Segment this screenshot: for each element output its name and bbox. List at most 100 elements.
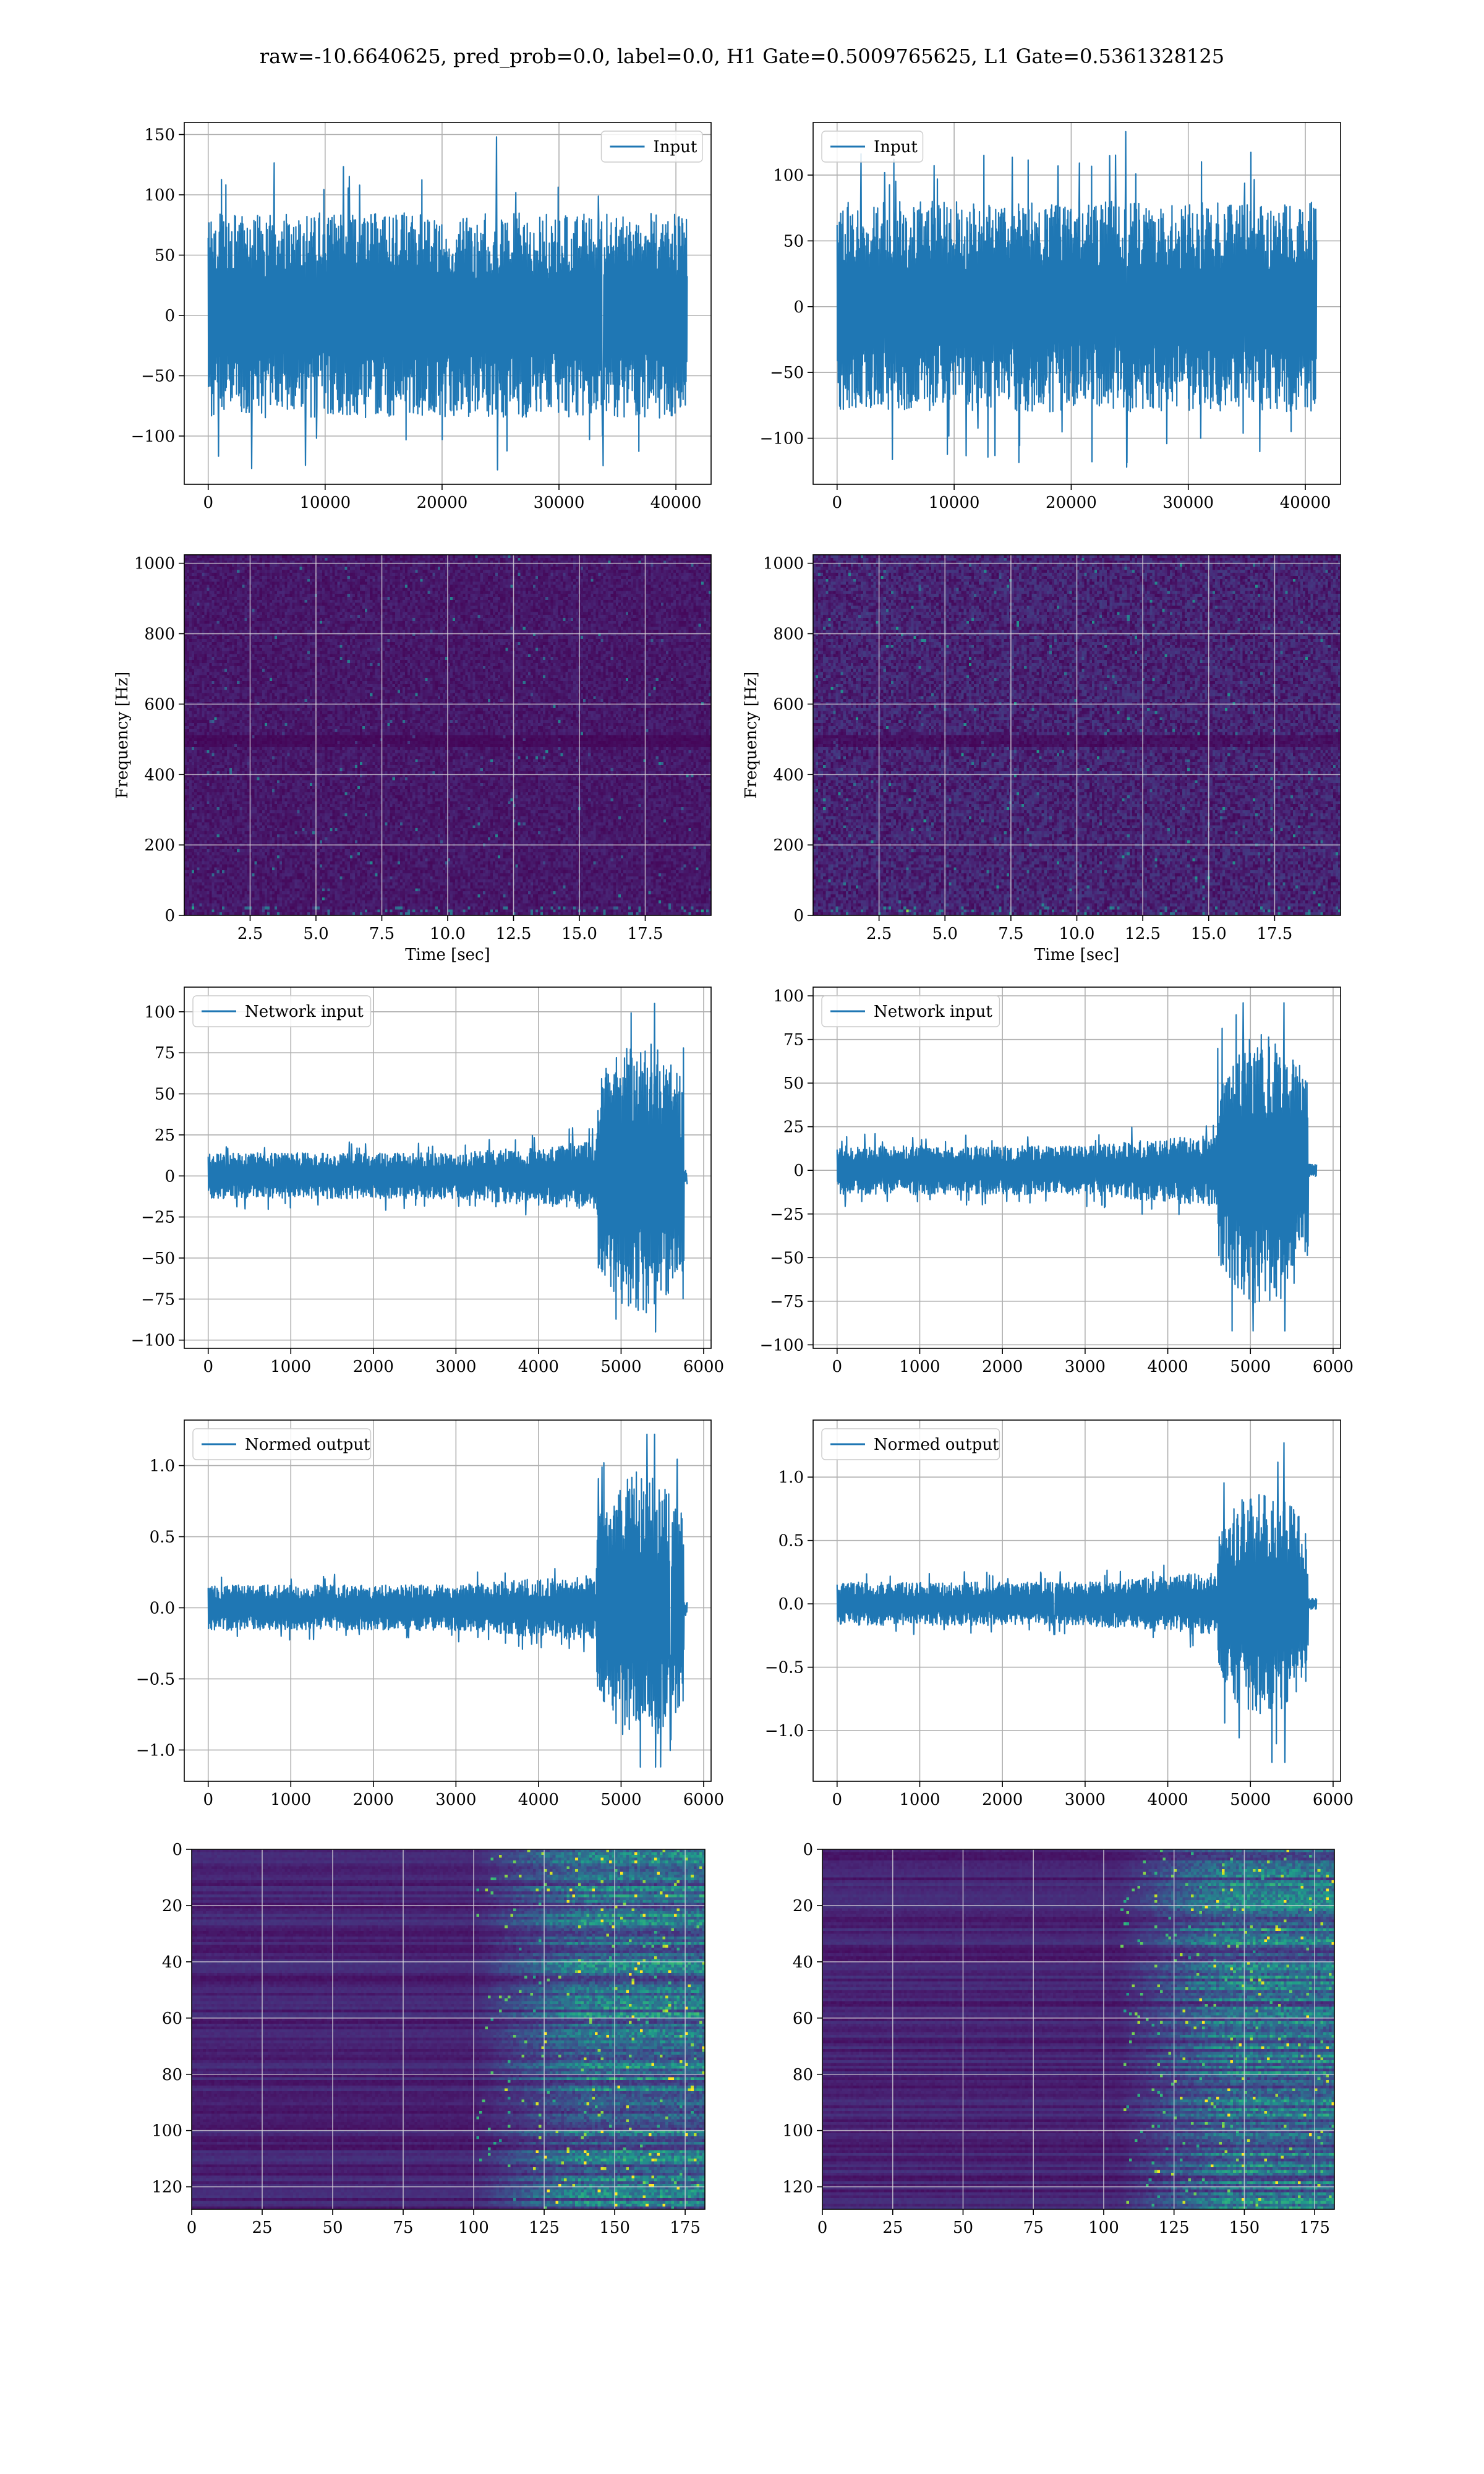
l1-normed-output-ytick-label-3: 0.5 (778, 1532, 804, 1551)
l1-network-input-xtick-label-2: 2000 (982, 1358, 1023, 1376)
l1-feature-map-xtick-label-2: 50 (953, 2219, 973, 2237)
h1-input-xtick-label-0: 0 (203, 494, 213, 512)
l1-spectrogram-xtick-label-0: 2.5 (866, 925, 892, 943)
h1-spectrogram-ytick-label-5: 1000 (134, 555, 175, 573)
h1-normed-output-xtick-label-3: 3000 (435, 1791, 476, 1809)
l1-input-ytick-label-0: −100 (760, 430, 804, 448)
l1-feature-map-ytick-label-2: 40 (793, 1953, 813, 1972)
l1-network-input-ytick-label-2: −50 (770, 1249, 804, 1267)
l1-network-input-xtick-label-5: 5000 (1230, 1358, 1271, 1376)
l1-normed-output-legend: Normed output (821, 1428, 1000, 1460)
h1-network-input-ytick-label-6: 50 (155, 1085, 175, 1104)
h1-feature-map-panel: 0 25 50 75 100 125 150 175 0 20 40 60 80 100 120 (151, 1841, 706, 2237)
h1-normed-output-ytick-label-0: −1.0 (136, 1741, 175, 1760)
l1-feature-map-ytick-label-5: 100 (782, 2122, 813, 2141)
h1-network-input-ytick-label-5: 25 (155, 1126, 175, 1145)
l1-input-legend-label: Input (874, 138, 918, 156)
h1-normed-output-legend: Normed output (192, 1428, 372, 1460)
h1-normed-output-ytick-label-3: 0.5 (150, 1528, 175, 1547)
h1-spectrogram-frame (184, 554, 712, 916)
l1-input-ytick-label-2: 0 (793, 298, 804, 317)
l1-network-input-ytick-label-0: −100 (760, 1336, 804, 1355)
l1-normed-output-ytick-label-2: 0.0 (778, 1595, 804, 1614)
l1-feature-map-ytick-label-4: 80 (793, 2066, 813, 2084)
h1-feature-map-ytick-label-4: 80 (162, 2066, 182, 2084)
h1-normed-output-xtick-label-0: 0 (203, 1791, 213, 1809)
l1-feature-map-frame (822, 1849, 1335, 2210)
l1-normed-output-xtick-label-6: 6000 (1313, 1791, 1354, 1809)
h1-spectrogram-ytick-label-0: 0 (164, 907, 175, 925)
l1-spectrogram-xlabel: Time [sec] (1034, 946, 1120, 964)
l1-normed-output-ytick-label-0: −1.0 (765, 1722, 804, 1740)
l1-feature-map-xtick-label-1: 25 (882, 2219, 903, 2237)
h1-spectrogram-xtick-label-6: 17.5 (628, 925, 663, 943)
h1-normed-output-legend-label: Normed output (245, 1436, 370, 1454)
l1-feature-map-xtick-label-5: 125 (1159, 2219, 1190, 2237)
h1-network-input-ytick-label-2: −50 (141, 1249, 175, 1268)
l1-normed-output-legend-box (821, 1428, 1000, 1460)
l1-input-ytick-label-4: 100 (773, 166, 804, 185)
h1-feature-map-heatmap-image (192, 1849, 705, 2209)
h1-network-input-ytick-label-7: 75 (155, 1044, 175, 1063)
h1-input-xtick-label-3: 30000 (534, 494, 585, 512)
l1-spectrogram-panel: 2.5 5.0 7.5 10.0 12.5 15.0 17.5 0 200 400 600 800 10… (742, 554, 1341, 964)
h1-normed-output-frame (184, 1419, 712, 1782)
h1-normed-output-legend-box (192, 1428, 372, 1460)
h1-spectrogram-xtick-label-2: 7.5 (369, 925, 394, 943)
h1-feature-map-xtick-label-3: 75 (393, 2219, 413, 2237)
l1-input-legend: Input (821, 131, 924, 163)
l1-spectrogram-ytick-label-5: 1000 (763, 555, 804, 573)
h1-normed-output-ytick-label-4: 1.0 (150, 1457, 175, 1476)
h1-spectrogram-xtick-label-5: 15.0 (561, 925, 597, 943)
h1-spectrogram-grid (184, 555, 711, 916)
l1-input-ytick-label-1: −50 (770, 364, 804, 382)
l1-feature-map-xtick-label-0: 0 (817, 2219, 828, 2237)
h1-normed-output-xtick-label-5: 5000 (600, 1791, 641, 1809)
h1-network-input-xtick-label-0: 0 (203, 1358, 213, 1376)
h1-input-series-line (207, 136, 688, 471)
l1-normed-output-ytick-label-4: 1.0 (778, 1468, 804, 1487)
h1-network-input-xtick-label-2: 2000 (353, 1358, 394, 1376)
h1-feature-map-ytick-label-5: 100 (151, 2122, 182, 2141)
l1-spectrogram-xtick-label-4: 12.5 (1125, 925, 1161, 943)
h1-network-input-legend: Network input (192, 995, 372, 1027)
l1-input-xtick-label-2: 20000 (1046, 494, 1097, 512)
l1-feature-map-xtick-label-6: 150 (1229, 2219, 1260, 2237)
l1-spectrogram-ylabel: Frequency [Hz] (742, 672, 761, 799)
l1-normed-output-legend-label: Normed output (874, 1436, 999, 1454)
h1-network-input-xtick-label-5: 5000 (600, 1358, 641, 1376)
l1-network-input-xtick-label-4: 4000 (1147, 1358, 1188, 1376)
h1-normed-output-ytick-label-1: −0.5 (136, 1670, 175, 1689)
h1-feature-map-ytick-label-6: 120 (151, 2178, 182, 2197)
h1-spectrogram-ytick-label-1: 200 (144, 836, 175, 855)
l1-normed-output-xtick-label-3: 3000 (1065, 1791, 1106, 1809)
h1-network-input-legend-box (192, 995, 372, 1027)
l1-normed-output-xtick-label-4: 4000 (1147, 1791, 1188, 1809)
l1-input-xtick-label-0: 0 (832, 494, 842, 512)
h1-normed-output-xtick-label-1: 1000 (270, 1791, 311, 1809)
h1-spectrogram-xtick-label-3: 10.0 (430, 925, 466, 943)
h1-input-xtick-label-2: 20000 (417, 494, 468, 512)
l1-input-xtick-label-4: 40000 (1280, 494, 1331, 512)
l1-input-legend-box (821, 131, 924, 163)
h1-input-legend-box (600, 131, 703, 163)
l1-feature-map-ytick-label-6: 120 (782, 2178, 813, 2197)
l1-normed-output-series-line (836, 1442, 1318, 1763)
h1-feature-map-ytick-label-3: 60 (162, 2010, 182, 2028)
h1-feature-map-xtick-label-2: 50 (322, 2219, 343, 2237)
l1-spectrogram-ytick-label-1: 200 (773, 836, 804, 855)
h1-network-input-xtick-label-1: 1000 (270, 1358, 311, 1376)
l1-network-input-ytick-label-6: 50 (783, 1074, 804, 1093)
h1-input-ytick-label-5: 150 (144, 126, 175, 145)
l1-spectrogram-xtick-label-3: 10.0 (1059, 925, 1095, 943)
h1-normed-output-panel: 0 1000 2000 3000 4000 5000 6000 −1.0 −0.5 0.0 0.5 1… (136, 1419, 724, 1809)
h1-spectrogram-xtick-label-4: 12.5 (496, 925, 532, 943)
l1-normed-output-xtick-label-1: 1000 (899, 1791, 940, 1809)
l1-network-input-xtick-label-1: 1000 (899, 1358, 940, 1376)
h1-input-xtick-label-4: 40000 (650, 494, 702, 512)
l1-normed-output-xtick-label-2: 2000 (982, 1791, 1023, 1809)
h1-input-frame (184, 122, 712, 485)
l1-network-input-xtick-label-0: 0 (832, 1358, 842, 1376)
l1-input-frame (812, 122, 1341, 485)
